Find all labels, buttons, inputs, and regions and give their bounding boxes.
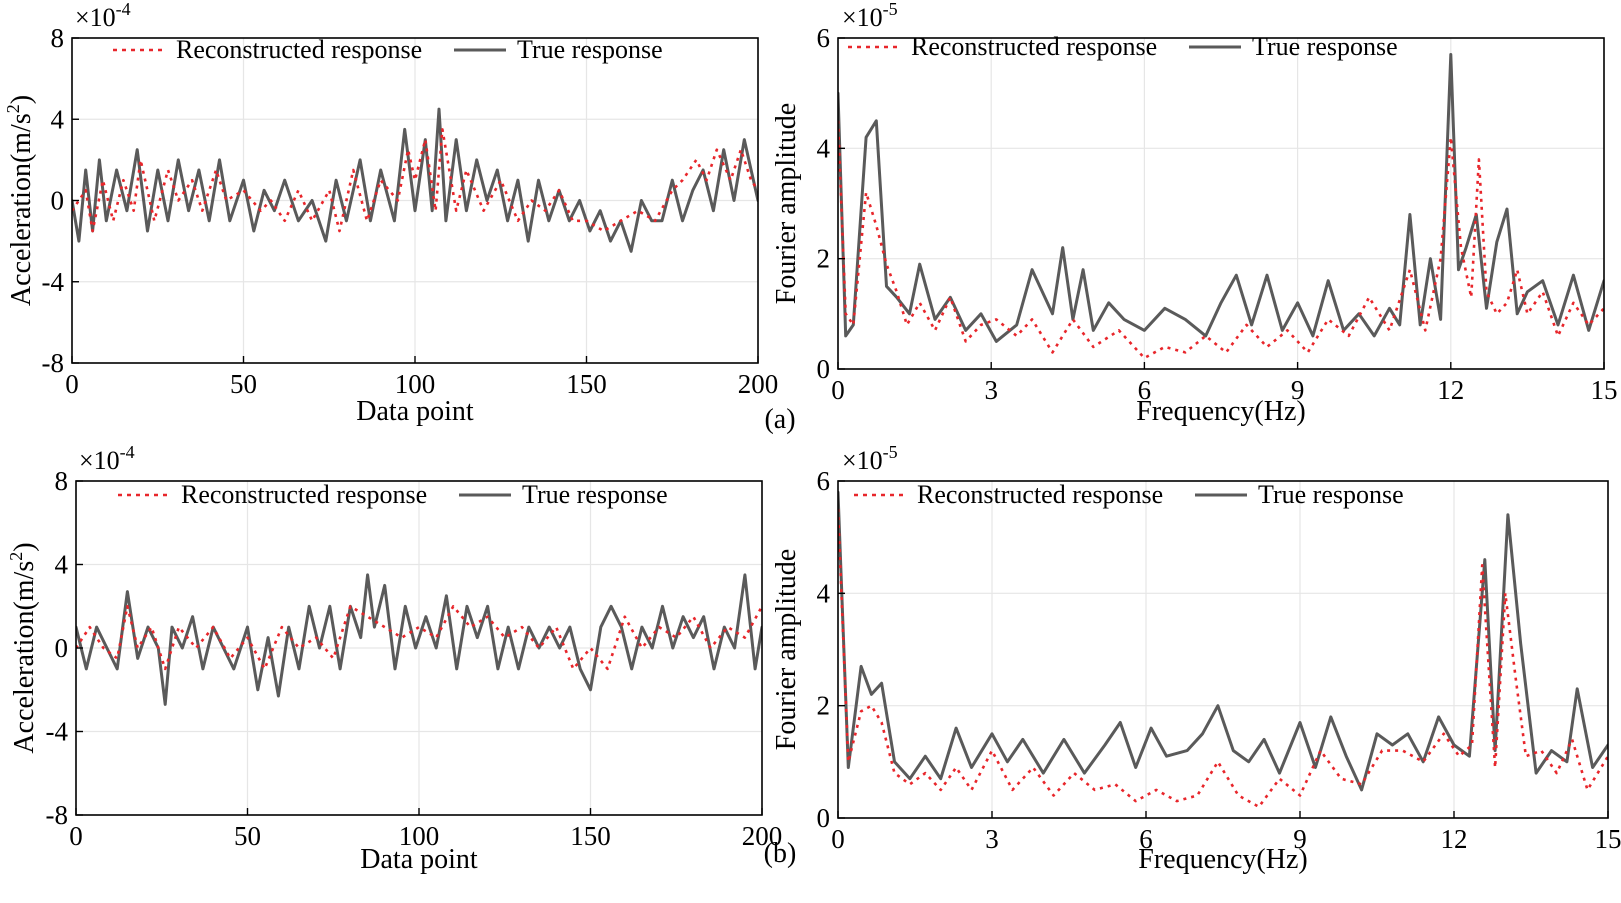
legend-label-reconstructed: Reconstructed response [181,480,427,509]
legend-label-reconstructed: Reconstructed response [911,32,1157,61]
x-tick-label: 150 [570,821,611,851]
y-axis-label: Acceleration(m/s2) [3,95,37,306]
x-tick-label: 200 [738,369,779,399]
y-tick-label: 0 [51,186,65,216]
axes-box [837,37,1605,370]
legend: Reconstructed response True response [854,480,1404,509]
x-tick-label: 6 [1138,375,1152,405]
y-tick-label: 8 [51,23,65,53]
plot-area [838,490,1608,809]
y-tick-label: 4 [817,133,831,163]
y-tick-label: 2 [817,244,831,274]
true-response-line [838,53,1604,343]
plot-area [72,107,758,253]
chart-b-time: 0 50 100 150 200 -8 -4 0 4 8 ×10-4 Data point Accele… [6,442,782,875]
x-tick-label: 9 [1291,375,1305,405]
chart-a-frequency: 0 3 6 9 12 15 0 2 4 6 ×10-5 Frequency(Hz) Fourier am… [771,0,1618,427]
y-tick-label: 4 [55,550,69,580]
x-tick-label: 12 [1437,375,1464,405]
plot-area [838,53,1604,360]
x-tick-label: 0 [65,369,79,399]
grid [76,481,762,815]
y-tick-label: -4 [42,267,65,297]
y-axis-label: Fourier amplitude [771,103,802,304]
chart-a-time: 0 50 100 150 200 -8 -4 0 4 8 ×10-4 Data point Accele… [3,0,778,427]
axis-multiplier: ×10-5 [842,0,898,32]
chart-b-frequency: 0 3 6 9 12 15 0 2 4 6 ×10-5 Frequency(Hz) Fourier am… [771,442,1621,875]
y-tick-label: 0 [817,354,831,384]
y-tick-label: -8 [46,800,69,830]
panel-label-b: (b) [764,838,797,869]
reconstructed-response-line [72,128,758,233]
x-tick-label: 0 [831,375,845,405]
x-tick-label: 150 [566,369,607,399]
x-tick-label: 12 [1441,824,1468,854]
x-tick-label: 50 [234,821,261,851]
y-tick-label: 4 [817,578,831,608]
x-axis-label: Data point [360,844,478,875]
x-tick-label: 9 [1293,824,1307,854]
legend-label-true: True response [1258,480,1404,509]
y-tick-label: 0 [55,633,69,663]
legend-label-true: True response [517,35,663,64]
x-tick-label: 3 [985,824,999,854]
legend: Reconstructed response True response [113,35,663,64]
grid [838,481,1608,818]
true-response-line [838,490,1608,792]
panel-label-a: (a) [764,404,795,435]
reconstructed-response-line [838,509,1608,809]
y-axis-label: Acceleration(m/s2) [6,542,40,753]
y-tick-label: -8 [42,348,65,378]
axis-multiplier: ×10-4 [79,442,135,475]
x-axis-label: Frequency(Hz) [1138,844,1307,875]
y-tick-label: 6 [817,466,831,496]
legend-label-reconstructed: Reconstructed response [917,480,1163,509]
true-response-line [76,573,762,706]
x-tick-label: 0 [831,824,845,854]
x-tick-label: 50 [230,369,257,399]
x-tick-label: 0 [69,821,83,851]
x-tick-label: 3 [984,375,998,405]
axis-multiplier: ×10-4 [75,0,131,32]
x-axis-label: Data point [356,396,474,427]
y-tick-label: -4 [46,717,69,747]
y-axis-label: Fourier amplitude [771,549,802,750]
reconstructed-response-line [838,120,1604,360]
y-tick-label: 2 [817,691,831,721]
legend: Reconstructed response True response [118,480,668,509]
x-axis-label: Frequency(Hz) [1136,396,1305,427]
grid [838,38,1604,369]
x-tick-label: 15 [1595,824,1621,854]
true-response-line [72,107,758,253]
legend-label-reconstructed: Reconstructed response [176,35,422,64]
axis-multiplier: ×10-5 [842,442,898,475]
x-tick-label: 200 [742,821,783,851]
legend: Reconstructed response True response [848,32,1398,61]
plot-area [76,573,762,706]
y-tick-label: 6 [817,23,831,53]
y-tick-label: 0 [817,803,831,833]
x-tick-label: 100 [399,821,440,851]
y-tick-label: 4 [51,104,65,134]
x-tick-label: 100 [395,369,436,399]
reconstructed-response-line [76,604,762,671]
legend-label-true: True response [522,480,668,509]
y-tick-label: 8 [55,466,69,496]
axes-box [837,480,1609,819]
x-tick-label: 15 [1591,375,1618,405]
x-tick-label: 6 [1139,824,1153,854]
legend-label-true: True response [1252,32,1398,61]
